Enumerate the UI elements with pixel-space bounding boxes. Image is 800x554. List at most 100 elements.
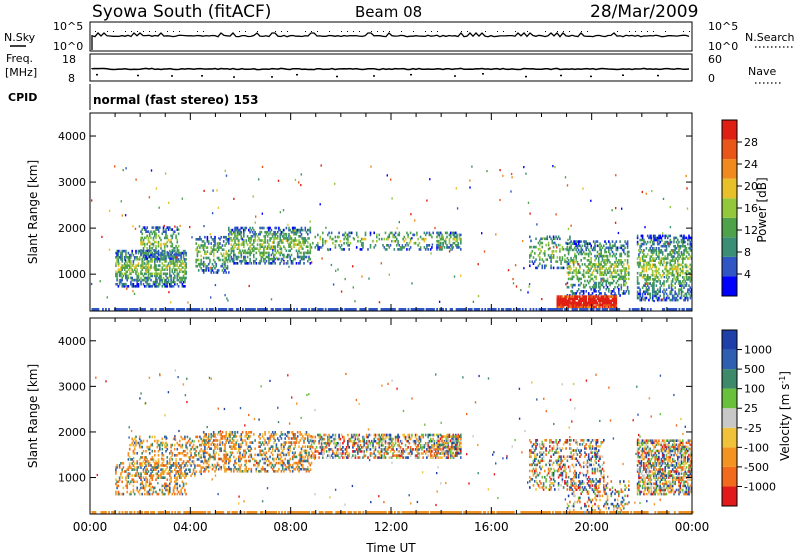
- power-echo-cell: [123, 264, 126, 267]
- power-echo-cell: [678, 273, 680, 277]
- power-echo-cell: [170, 278, 172, 282]
- power-echo-cell: [662, 197, 665, 200]
- power-echo-cell: [444, 231, 447, 235]
- power-echo-cell: [122, 274, 125, 278]
- power-echo-cell: [600, 254, 602, 258]
- power-echo-cell: [656, 276, 659, 279]
- power-echo-cell: [606, 261, 609, 264]
- power-echo-cell: [575, 273, 577, 277]
- power-echo-cell: [677, 273, 679, 277]
- power-echo-cell: [639, 259, 641, 262]
- power-echo-cell: [655, 249, 658, 252]
- power-echo-cell: [577, 303, 580, 307]
- power-echo-cell: [567, 250, 570, 254]
- power-echo-cell: [300, 257, 303, 261]
- velocity-echo-cell: [217, 431, 220, 434]
- power-echo-cell: [253, 247, 255, 250]
- power-echo-cell: [589, 299, 591, 303]
- power-echo-cell: [643, 265, 645, 269]
- power-echo-cell: [271, 247, 274, 250]
- velocity-echo-cell: [185, 474, 187, 478]
- power-echo-cell: [263, 251, 265, 255]
- velocity-echo-cell: [175, 478, 177, 481]
- power-echo-cell: [515, 285, 518, 288]
- velocity-echo-cell: [154, 435, 156, 439]
- velocity-echo-cell: [165, 445, 167, 449]
- power-echo-cell: [249, 251, 251, 255]
- power-echo-cell: [273, 257, 275, 261]
- power-echo-cell: [684, 236, 687, 240]
- power-echo-cell: [530, 254, 532, 257]
- power-echo-cell: [376, 308, 378, 311]
- velocity-echo-cell: [130, 443, 132, 447]
- power-echo-cell: [626, 288, 629, 291]
- velocity-echo-cell: [234, 445, 236, 448]
- power-echo-cell: [682, 271, 684, 275]
- power-echo-cell: [456, 246, 458, 249]
- power-echo-cell: [675, 265, 678, 269]
- power-echo-cell: [665, 288, 668, 291]
- velocity-echo-cell: [228, 457, 230, 461]
- power-echo-cell: [679, 271, 682, 275]
- power-colorbar-tick-label: 20: [744, 180, 758, 193]
- power-echo-cell: [222, 235, 225, 239]
- power-echo-cell: [234, 232, 236, 236]
- power-echo-cell: [166, 251, 169, 254]
- power-echo-cell: [620, 269, 623, 272]
- power-echo-cell: [596, 267, 599, 270]
- power-echo-cell: [217, 244, 220, 247]
- power-echo-cell: [609, 299, 611, 303]
- power-echo-cell: [142, 264, 145, 267]
- power-echo-cell: [429, 248, 432, 251]
- velocity-echo-cell: [225, 439, 227, 442]
- power-echo-cell: [236, 226, 238, 229]
- power-echo-cell: [142, 278, 145, 282]
- power-echo-cell: [250, 262, 253, 265]
- velocity-echo-cell: [128, 492, 131, 496]
- power-echo-cell: [639, 290, 641, 294]
- freq-label: Freq.: [6, 52, 33, 65]
- velocity-echo-cell: [254, 459, 256, 463]
- power-echo-cell: [561, 266, 564, 270]
- power-echo-cell: [202, 269, 205, 272]
- power-echo-cell: [294, 257, 296, 261]
- power-echo-cell: [589, 250, 591, 254]
- power-echo-cell: [626, 240, 629, 243]
- power-echo-cell: [599, 271, 601, 274]
- power-echo-cell: [628, 254, 630, 258]
- power-echo-cell: [682, 253, 684, 256]
- velocity-echo-cell: [142, 449, 145, 453]
- power-echo-cell: [320, 164, 322, 167]
- power-echo-cell: [591, 299, 594, 303]
- velocity-echo-cell: [202, 443, 205, 446]
- power-echo-cell: [677, 263, 679, 267]
- velocity-echo-cell: [121, 476, 123, 479]
- power-echo-cell: [270, 298, 273, 301]
- power-echo-cell: [655, 292, 658, 296]
- power-echo-cell: [537, 241, 540, 245]
- power-echo-cell: [225, 235, 227, 239]
- power-echo-cell: [677, 255, 679, 258]
- power-echo-cell: [270, 262, 273, 265]
- power-echo-cell: [551, 239, 554, 243]
- power-echo-cell: [577, 277, 580, 281]
- power-echo-cell: [289, 255, 291, 259]
- power-echo-cell: [200, 260, 202, 264]
- power-echo-cell: [391, 197, 393, 200]
- power-echo-cell: [643, 240, 645, 244]
- power-echo-cell: [170, 244, 172, 248]
- power-echo-cell: [664, 249, 666, 252]
- power-echo-cell: [136, 278, 138, 282]
- power-echo-cell: [655, 267, 658, 271]
- power-echo-cell: [152, 236, 155, 240]
- power-echo-cell: [624, 246, 626, 250]
- velocity-echo-cell: [233, 470, 235, 473]
- power-echo-cell: [252, 195, 254, 198]
- power-echo-cell: [551, 256, 554, 259]
- power-echo-cell: [155, 226, 157, 229]
- velocity-echo-cell: [181, 472, 184, 476]
- power-echo-cell: [302, 247, 304, 250]
- power-echo-cell: [283, 255, 285, 259]
- power-echo-cell: [294, 239, 296, 242]
- power-echo-cell: [120, 270, 122, 274]
